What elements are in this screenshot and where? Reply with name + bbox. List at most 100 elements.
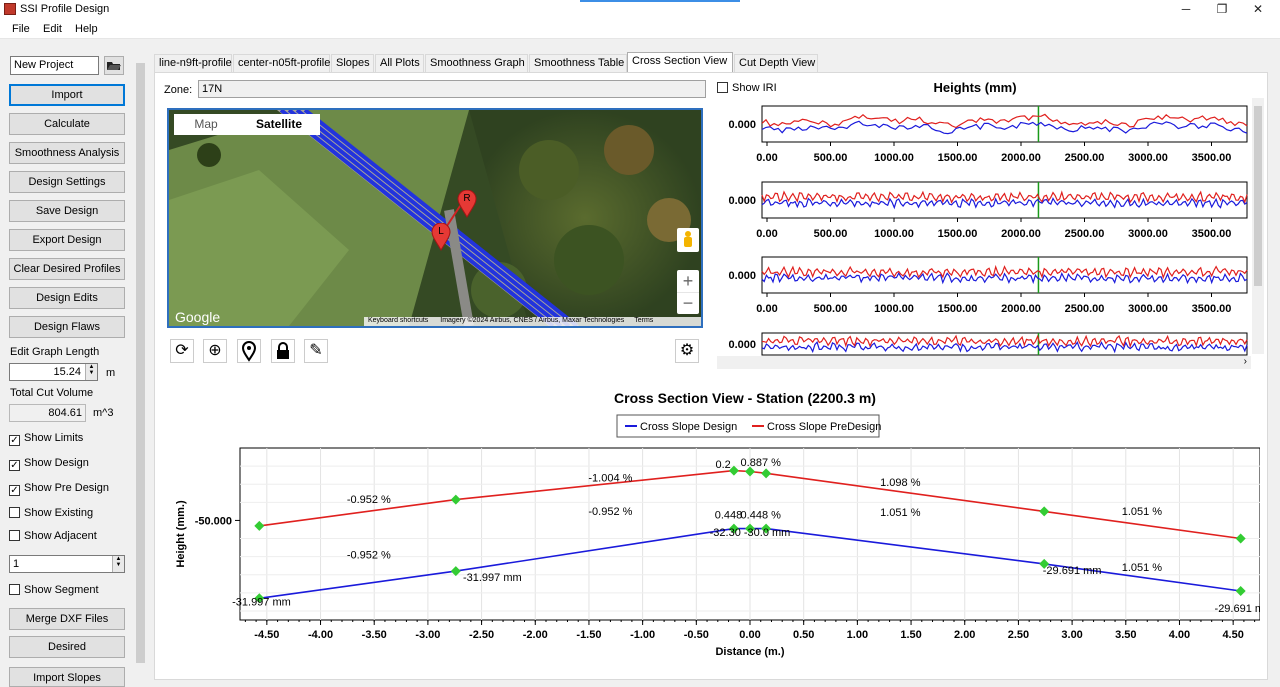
heights-x-tick: 2000.00 [1001,303,1041,315]
calculate-button[interactable]: Calculate [9,113,125,135]
heights-title: Heights (mm) [933,80,1017,95]
map-marker-r[interactable]: R [457,189,477,218]
tab-line-n9ft-profile[interactable]: line-n9ft-profile [154,54,232,72]
map-type-satellite[interactable]: Satellite [238,114,320,135]
terms-link[interactable]: Terms [634,317,654,324]
data-point-marker [728,465,739,476]
show-segment-checkbox[interactable]: Show Segment [9,584,99,596]
app-icon [4,3,16,15]
heights-x-tick: 1000.00 [874,152,914,164]
adjacent-count-input[interactable]: 1 ▲ ▼ [9,555,125,573]
x-axis-label: Distance (m.) [715,646,784,658]
tab-smoothness-graph[interactable]: Smoothness Graph [425,54,528,72]
cross-section-title: Cross Section View - Station (2200.3 m) [614,390,876,406]
map-marker-l[interactable]: L [431,222,451,251]
zoom-out-button[interactable]: − [677,292,699,314]
adjacent-count-value: 1 [13,558,20,570]
satellite-map[interactable]: Map Satellite R L + − Google Keyboard sh… [167,108,703,328]
design-flaws-button[interactable]: Design Flaws [9,316,125,338]
checkbox-empty-icon [9,584,20,595]
tab-cross-section-view[interactable]: Cross Section View [627,52,733,73]
x-tick-label: -0.50 [684,629,709,641]
show-iri-checkbox[interactable]: Show IRI [717,82,777,94]
map-pin-icon[interactable] [237,339,261,363]
gear-icon[interactable]: ⚙ [675,339,699,363]
chevron-right-icon[interactable]: › [1243,356,1247,367]
merge-dxf-files-button[interactable]: Merge DXF Files [9,608,125,630]
heights-y-tick: 0.000 [728,339,756,351]
data-point-marker [761,468,772,479]
spin-updown-icon[interactable]: ▲ ▼ [85,364,97,380]
heights-x-tick: 500.00 [814,152,848,164]
desired-button[interactable]: Desired [9,636,125,658]
scrollbar-thumb[interactable] [136,63,145,663]
import-button[interactable]: Import [9,84,125,106]
minimize-button[interactable]: ─ [1181,2,1191,16]
design-settings-button[interactable]: Design Settings [9,171,125,193]
sidebar-scrollbar[interactable] [134,53,147,683]
zone-field[interactable]: 17N [198,80,706,98]
pencil-icon[interactable]: ✎ [304,339,328,363]
clear-desired-profiles-button[interactable]: Clear Desired Profiles [9,258,125,280]
heights-x-tick: 1000.00 [874,228,914,240]
heights-plot: 0.000 0.00 500.00 1000.00 1500.00 2000.00 2500… [728,256,1248,315]
tab-slopes[interactable]: Slopes [331,54,374,72]
edit-graph-length-input[interactable]: 15.24 ▲ ▼ [9,363,98,381]
map-imagery [169,110,701,326]
x-tick-label: -3.00 [415,629,440,641]
heights-x-tick: 0.00 [756,228,777,240]
menu-edit[interactable]: Edit [43,23,62,35]
show-limits-checkbox[interactable]: ✓ Show Limits [9,432,84,446]
design-edits-button[interactable]: Design Edits [9,287,125,309]
heights-horizontal-scrollbar[interactable]: › [717,356,1251,369]
x-tick-label: -4.50 [254,629,279,641]
tab-smoothness-table[interactable]: Smoothness Table [529,54,627,72]
data-annotation: 1.098 % [880,477,921,489]
data-annotation: 1.051 % [1122,506,1163,518]
menu-file[interactable]: File [12,23,30,35]
show-pre-design-checkbox[interactable]: ✓ Show Pre Design [9,482,109,496]
save-design-button[interactable]: Save Design [9,200,125,222]
show-existing-checkbox[interactable]: Show Existing [9,507,93,519]
show-adjacent-checkbox[interactable]: Show Adjacent [9,530,97,542]
data-annotation: 0.448 [715,510,743,522]
x-tick-label: -1.00 [630,629,655,641]
close-button[interactable]: ✕ [1252,2,1264,16]
heights-x-tick: 1000.00 [874,303,914,315]
chart-legend: Cross Slope Design Cross Slope PreDesign [616,414,881,438]
data-point-marker [728,523,739,534]
data-point-marker [761,523,772,534]
folder-open-icon[interactable] [104,56,124,75]
edit-graph-length-value: 15.24 [53,366,81,378]
heights-scrollbar[interactable] [1252,98,1264,354]
data-annotation: 1.051 % [880,507,921,519]
tab-center-n05ft-profile[interactable]: center-n05ft-profile [233,54,330,72]
spin-updown-icon[interactable]: ▲ ▼ [112,556,124,572]
crosshair-icon[interactable]: ⊕ [203,339,227,363]
export-design-button[interactable]: Export Design [9,229,125,251]
refresh-icon[interactable]: ⟳ [170,339,194,363]
maximize-button[interactable]: ❐ [1216,2,1228,16]
import-slopes-button[interactable]: Import Slopes [9,667,125,687]
tab-all-plots[interactable]: All Plots [375,54,424,72]
scrollbar-thumb[interactable] [1254,106,1262,286]
street-view-pegman-icon[interactable] [677,228,699,252]
data-point-marker [254,520,265,531]
heights-y-tick: 0.000 [728,270,756,282]
heights-mini-charts: 0.000 0.00 500.00 1000.00 1500.00 2000.00 2500… [728,105,1248,356]
keyboard-shortcuts-link[interactable]: Keyboard shortcuts [368,317,429,324]
tab-cut-depth-view[interactable]: Cut Depth View [734,54,818,72]
total-cut-volume-unit: m^3 [93,407,114,419]
project-name-input[interactable]: New Project [10,56,99,75]
zoom-in-button[interactable]: + [682,271,694,291]
heights-x-tick: 2000.00 [1001,152,1041,164]
smoothness-analysis-button[interactable]: Smoothness Analysis [9,142,125,164]
map-type-map[interactable]: Map [174,114,238,135]
heights-x-tick: 3000.00 [1128,152,1168,164]
show-design-checkbox[interactable]: ✓ Show Design [9,457,89,471]
lock-icon[interactable] [271,339,295,363]
menu-help[interactable]: Help [75,23,98,35]
map-footer: Keyboard shortcuts Imagery ©2024 Airbus,… [364,317,701,326]
data-annotation: 0.448 % [741,510,782,522]
heights-x-tick: 0.00 [756,152,777,164]
